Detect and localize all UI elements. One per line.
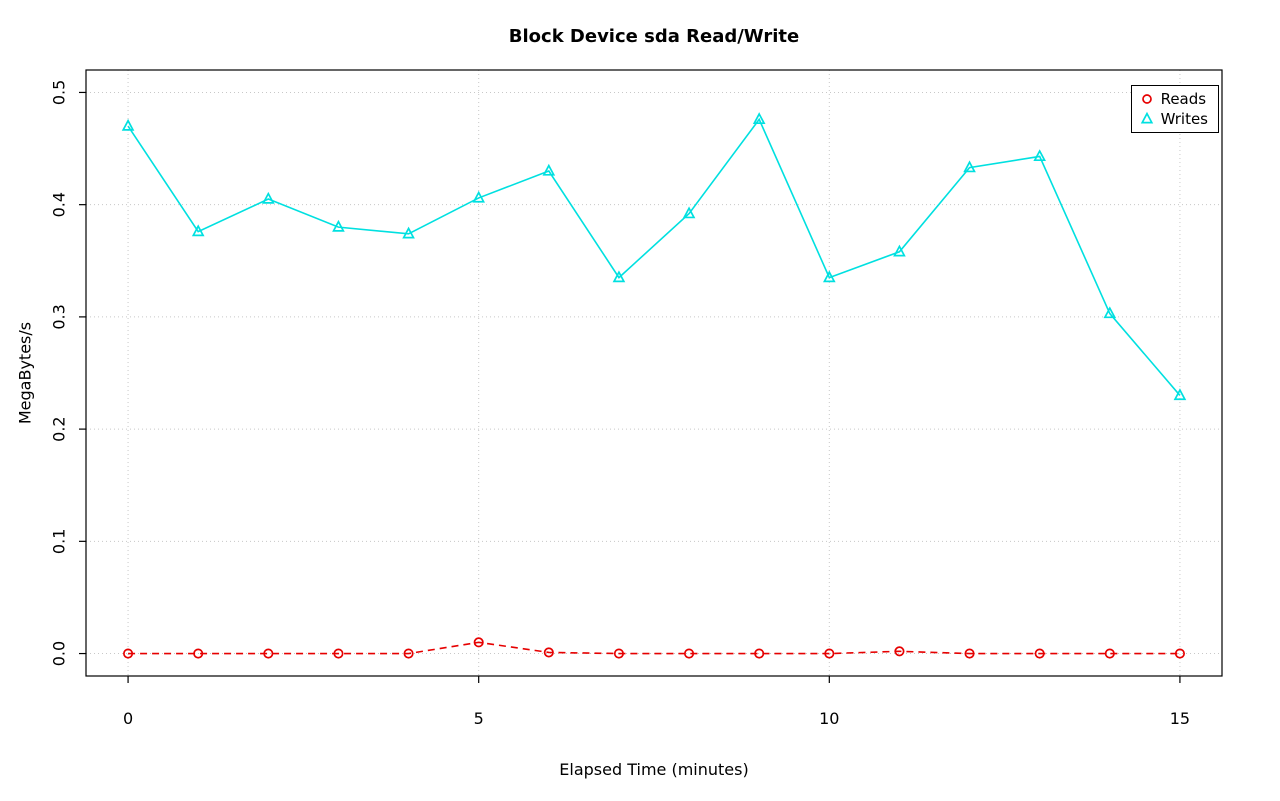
data-point-reads [1104,648,1115,659]
data-point-reads [403,648,414,659]
data-point-writes [402,226,415,239]
legend-item-reads: Reads [1139,91,1208,107]
y-tick-label: 0.5 [50,80,69,105]
data-point-reads [543,647,554,658]
data-point-reads [1174,648,1185,659]
plot-border [85,69,1223,677]
data-point-writes [262,191,275,204]
data-point-writes [893,244,906,257]
data-point-writes [332,219,345,232]
data-point-reads [193,648,204,659]
data-point-reads [473,637,484,648]
data-point-reads [613,648,624,659]
reads-marker-icon [1141,94,1152,104]
chart-title: Block Device sda Read/Write [508,26,800,47]
y-tick-label: 0.2 [50,416,69,441]
data-point-writes [542,163,556,176]
data-point-reads [263,648,274,659]
data-point-writes [1103,306,1117,319]
data-point-reads [684,648,695,659]
y-tick-label: 0.1 [50,529,69,554]
data-point-reads [894,646,905,657]
x-axis-label: Elapsed Time (minutes) [559,760,749,779]
data-point-writes [682,206,696,219]
data-point-reads [754,648,765,659]
y-tick-label: 0.0 [50,641,69,666]
data-point-writes [121,118,135,131]
x-tick-label: 10 [819,709,839,728]
x-tick-label: 0 [123,709,133,728]
writes-marker-icon [1140,111,1153,124]
x-tick-label: 5 [474,709,484,728]
data-point-reads [123,648,134,659]
data-point-reads [333,648,344,659]
series-line-writes [127,117,1181,396]
data-point-writes [1033,149,1046,162]
legend: Reads Writes [1130,85,1219,133]
data-point-writes [752,112,766,125]
legend-label-writes: Writes [1160,110,1208,128]
data-point-writes [472,190,486,203]
data-point-writes [191,224,205,237]
y-tick-label: 0.3 [50,304,69,329]
data-point-reads [964,648,975,659]
data-point-writes [822,270,836,283]
y-tick-label: 0.4 [50,192,69,217]
data-point-writes [612,270,626,283]
legend-item-writes: Writes [1139,111,1208,127]
data-point-reads [824,648,835,659]
x-tick-label: 15 [1170,709,1190,728]
series-line-reads [128,641,1180,655]
data-point-writes [1173,388,1187,401]
data-point-reads [1034,648,1045,659]
data-point-writes [963,160,976,173]
legend-label-reads: Reads [1160,90,1207,108]
